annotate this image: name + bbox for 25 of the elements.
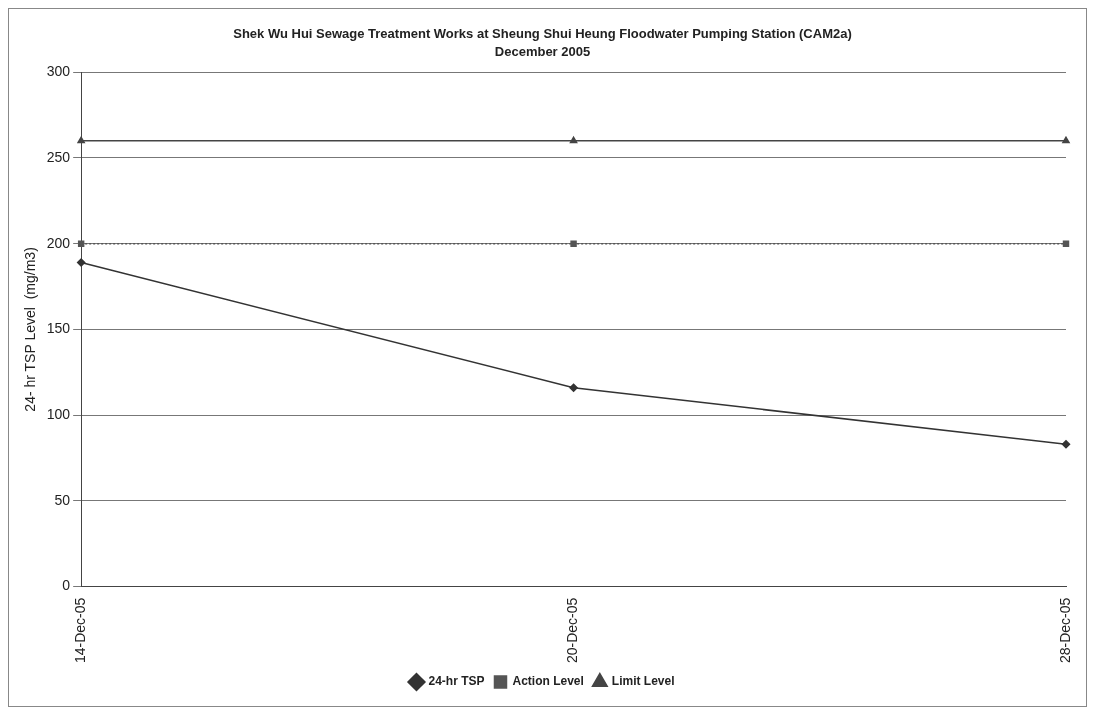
y-tick-label: 150	[46, 320, 71, 337]
legend-label: 24-hr TSP	[428, 674, 485, 689]
chart-subtitle: December 2005	[494, 43, 591, 59]
y-tick-label: 0	[62, 577, 71, 594]
point	[1061, 440, 1071, 449]
y-tick-label: 300	[46, 63, 71, 80]
chart-title: Shek Wu Hui Sewage Treatment Works at Sheung Shui Heung Floodwater Pumping Station (CAM2a)	[233, 26, 852, 42]
legend-label: Limit Level	[611, 674, 675, 689]
point	[1062, 240, 1070, 247]
y-axis-title: 24- hr TSP Level (mg/m3)	[22, 247, 39, 412]
legend-label: Action Level	[512, 674, 584, 689]
y-tick-label: 250	[46, 148, 71, 165]
x-tick-label: 28-Dec-05	[1056, 597, 1073, 664]
y-tick-label: 50	[54, 491, 71, 508]
point	[77, 136, 85, 144]
y-tick-label: 100	[46, 406, 71, 423]
point	[569, 136, 578, 144]
y-tick-label: 200	[46, 234, 71, 251]
point	[1062, 136, 1070, 144]
x-tick-label: 14-Dec-05	[72, 597, 89, 664]
x-tick-label: 20-Dec-05	[564, 597, 581, 664]
point	[76, 258, 86, 267]
point	[77, 240, 85, 247]
point	[569, 383, 578, 392]
point	[570, 240, 577, 247]
